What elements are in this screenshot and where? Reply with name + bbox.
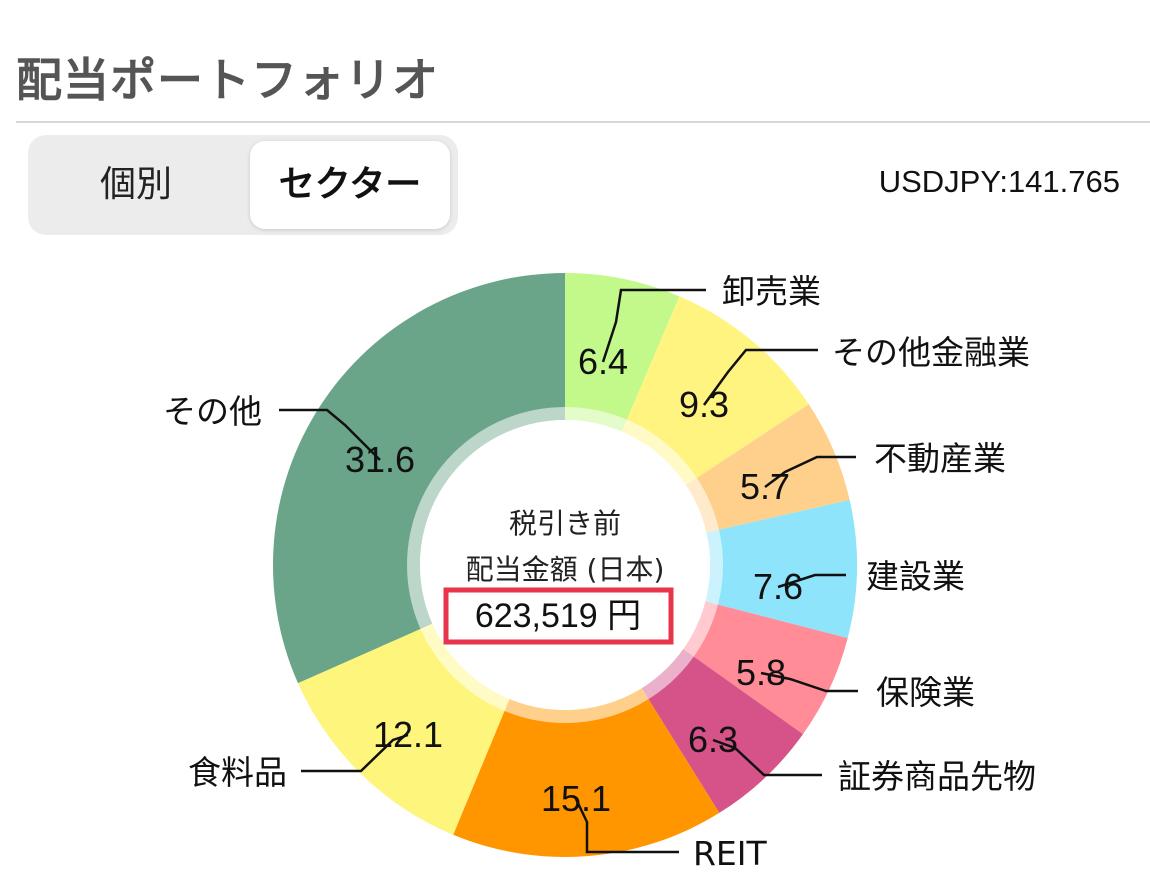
- slice-0[interactable]: [565, 273, 680, 432]
- leader-line-8: [279, 408, 381, 461]
- slice-label-5: 証券商品先物: [838, 757, 1036, 796]
- slice-label-2: 不動産業: [874, 439, 1006, 478]
- slice-label-8: その他: [163, 392, 262, 431]
- slice-value-8: 31.6: [345, 439, 415, 480]
- slice-5[interactable]: [641, 649, 804, 813]
- slice-8[interactable]: [272, 273, 565, 684]
- leader-line-4: [760, 671, 858, 693]
- toggle-individual-button[interactable]: 個別: [99, 164, 172, 205]
- slice-value-4: 5.8: [736, 652, 786, 693]
- amount-highlight-box: [443, 587, 674, 645]
- leader-line-1: [702, 348, 818, 406]
- slice-4[interactable]: [683, 601, 848, 735]
- slice-value-3: 7.6: [753, 566, 803, 607]
- center-label-line2: 配当金額 (日本): [466, 553, 665, 586]
- slice-2[interactable]: [686, 404, 850, 533]
- leader-line-2: [764, 455, 856, 488]
- leader-line-0: [601, 288, 706, 363]
- slice-value-0: 6.4: [578, 341, 628, 382]
- slice-6[interactable]: [453, 688, 720, 857]
- leader-line-6: [574, 798, 679, 854]
- slice-value-7: 12.1: [373, 714, 443, 755]
- fx-rate-label: USDJPY:141.765: [878, 164, 1120, 199]
- slice-label-6: REIT: [693, 834, 768, 873]
- slice-value-2: 5.7: [740, 466, 790, 507]
- donut-hole: [420, 420, 710, 710]
- toggle-sector-button[interactable]: セクター: [250, 141, 450, 229]
- view-toggle: 個別 セクター: [28, 135, 458, 235]
- slice-label-3: 建設業: [866, 557, 965, 596]
- donut-slices: [272, 273, 857, 857]
- center-label-line1: 税引き前: [509, 507, 621, 540]
- slice-3[interactable]: [705, 499, 857, 639]
- slice-label-1: その他金融業: [832, 333, 1030, 372]
- slice-label-7: 食料品: [188, 753, 287, 792]
- slice-label-0: 卸売業: [722, 272, 821, 311]
- leader-line-3: [777, 573, 846, 589]
- slice-annotations: 6.4 卸売業 9.3 その他金融業 5.7 不動産業 7.6 建設業 5.8 保険業 6.3 証券商…: [163, 272, 1036, 873]
- slice-value-5: 6.3: [688, 719, 738, 760]
- slice-value-6: 15.1: [541, 778, 611, 819]
- title-divider: [16, 121, 1150, 123]
- center-amount: 623,519 円: [475, 597, 641, 635]
- leader-line-7: [301, 733, 409, 773]
- page-title: 配当ポートフォリオ: [16, 53, 439, 107]
- slice-label-4: 保険業: [876, 673, 975, 712]
- slice-value-1: 9.3: [679, 384, 729, 425]
- leader-line-5: [712, 738, 822, 777]
